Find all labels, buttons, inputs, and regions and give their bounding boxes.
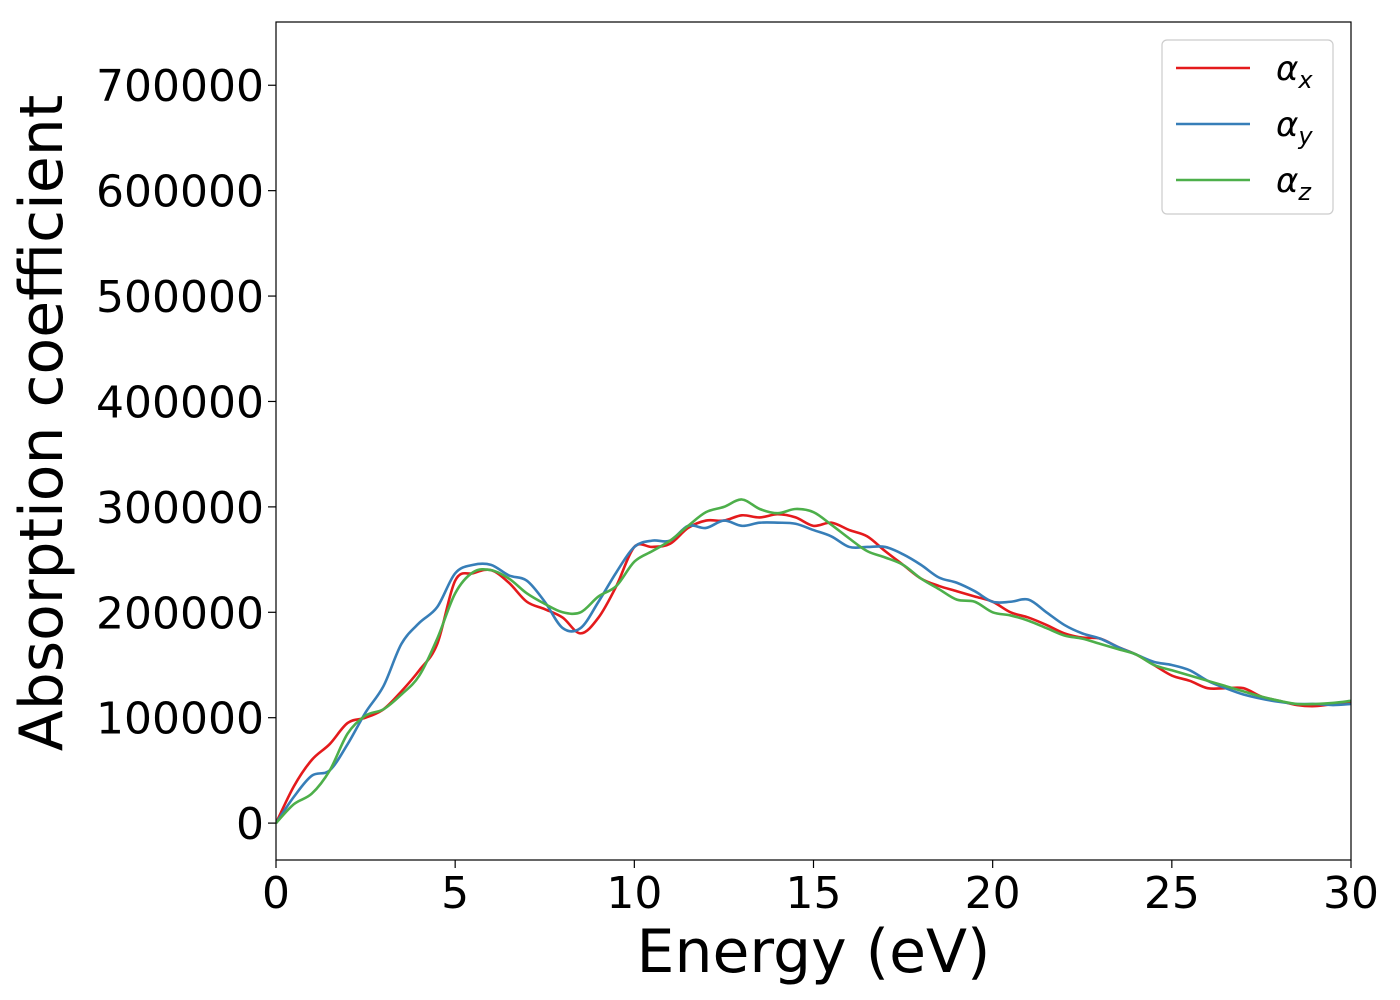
y-tick-label: 700000: [96, 61, 264, 112]
x-tick-label: 15: [786, 868, 842, 919]
y-tick-label: 400000: [96, 377, 264, 428]
y-tick-label: 0: [236, 799, 264, 850]
x-tick-label: 0: [262, 868, 290, 919]
y-tick-label: 300000: [96, 483, 264, 534]
x-axis-title: Energy (eV): [637, 917, 991, 987]
legend-label-z: αz: [1276, 161, 1312, 206]
y-tick-label: 200000: [96, 588, 264, 639]
y-tick-label: 100000: [96, 694, 264, 745]
x-tick-label: 10: [606, 868, 662, 919]
x-tick-label: 20: [965, 868, 1021, 919]
legend-box: [1161, 39, 1334, 215]
legend-label-x: αx: [1276, 49, 1313, 94]
series-line-z: [276, 498, 1351, 825]
y-axis: 0 100000 200000 300000 400000 500000 600000 700…: [96, 61, 276, 850]
x-tick-label: 5: [441, 868, 469, 919]
y-tick-label: 600000: [96, 167, 264, 218]
x-tick-label: 30: [1323, 868, 1379, 919]
series-line-x: [276, 512, 1351, 824]
x-tick-label: 25: [1144, 868, 1200, 919]
y-axis-title: Absorption coefficient: [7, 95, 77, 752]
series-layer: [276, 498, 1351, 825]
legend-label-y: αy: [1276, 105, 1313, 150]
series-line-y: [276, 519, 1351, 824]
legend: αx αy αz: [1161, 39, 1334, 215]
x-axis: 0 5 10 15 20 25 30: [262, 860, 1379, 919]
y-tick-label: 500000: [96, 272, 264, 323]
